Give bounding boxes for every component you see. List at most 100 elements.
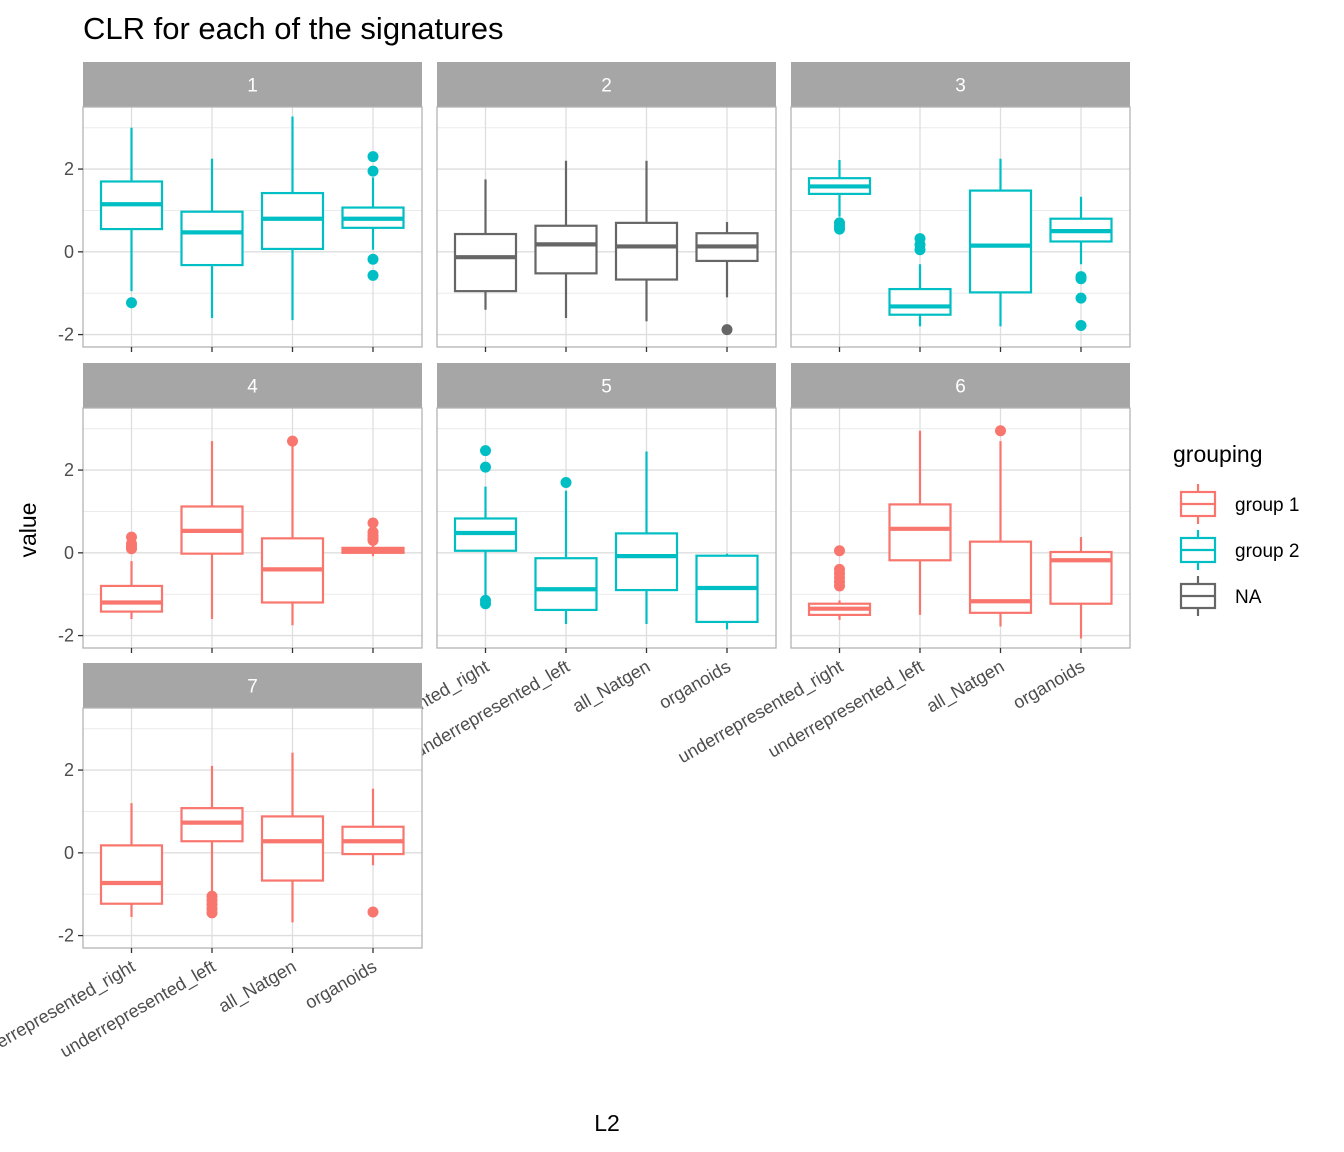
y-tick-label: -2 bbox=[58, 626, 74, 646]
box-all_Natgen bbox=[614, 160, 679, 322]
facet-panels: 1-202234-2025underrepresented_rightunder… bbox=[0, 62, 1131, 1068]
x-axis-title: L2 bbox=[594, 1110, 620, 1136]
outlier-point bbox=[1075, 292, 1087, 304]
x-tick-label: organoids bbox=[656, 656, 734, 713]
plot-background bbox=[437, 107, 776, 347]
y-tick-label: 0 bbox=[64, 543, 74, 563]
box-all_Natgen bbox=[260, 752, 325, 923]
facet-strip bbox=[437, 62, 776, 107]
facet-strip-label: 6 bbox=[955, 377, 966, 398]
y-tick-label: 0 bbox=[64, 242, 74, 262]
y-tick-label: -2 bbox=[58, 926, 74, 946]
facet-strip bbox=[83, 663, 422, 708]
panel-border bbox=[790, 407, 1131, 649]
facet-strip bbox=[437, 363, 776, 408]
facet-panel-2: 2 bbox=[436, 62, 777, 352]
outlier-point bbox=[560, 476, 572, 488]
box-iqr bbox=[180, 210, 244, 267]
box-underrepresented_left bbox=[180, 441, 244, 620]
facet-panel-4: 4 -2 0 2 bbox=[58, 363, 423, 653]
box-underrepresented_left bbox=[180, 158, 244, 319]
outlier-point bbox=[480, 461, 491, 473]
panel-border bbox=[82, 106, 423, 348]
box-underrepresented_right bbox=[99, 531, 164, 620]
facet-strip-label: 4 bbox=[247, 377, 258, 398]
box-underrepresented_right bbox=[807, 159, 872, 235]
outlier-point bbox=[126, 297, 137, 309]
y-tick-label: 0 bbox=[64, 843, 74, 863]
facet-strip-label: 5 bbox=[601, 377, 612, 398]
box-iqr bbox=[99, 844, 164, 905]
box-underrepresented_left bbox=[888, 430, 952, 615]
box-iqr bbox=[888, 287, 952, 316]
outlier-point bbox=[995, 425, 1006, 437]
x-tick-label: organoids bbox=[1010, 656, 1088, 713]
outlier-point bbox=[367, 906, 379, 918]
outlier-point bbox=[1075, 319, 1087, 331]
outlier-point bbox=[367, 517, 379, 529]
facet-panel-3: 3 bbox=[790, 62, 1131, 352]
x-tick-label: all_Natgen bbox=[215, 956, 300, 1017]
box-iqr bbox=[99, 584, 164, 613]
box-underrepresented_right bbox=[99, 127, 164, 309]
box-iqr bbox=[888, 503, 952, 562]
x-tick-label: all_Natgen bbox=[569, 656, 654, 717]
outlier-point bbox=[834, 580, 845, 592]
box-organoids bbox=[341, 788, 405, 918]
outlier-point bbox=[367, 269, 379, 281]
y-tick-label: 2 bbox=[64, 460, 74, 480]
box-underrepresented_left bbox=[534, 476, 598, 624]
facet-panel-7: 7-202underrepresented_rightunderrepresen… bbox=[0, 663, 423, 1068]
box-all_Natgen bbox=[968, 425, 1033, 627]
box-underrepresented_left bbox=[180, 765, 244, 919]
outlier-point bbox=[367, 253, 379, 265]
outlier-point bbox=[367, 151, 379, 163]
box-all_Natgen bbox=[614, 451, 679, 624]
box-iqr bbox=[968, 189, 1033, 294]
legend-title: grouping bbox=[1173, 441, 1263, 467]
box-iqr bbox=[614, 532, 679, 592]
box-iqr bbox=[534, 224, 598, 275]
box-all_Natgen bbox=[968, 158, 1033, 327]
facet-strip bbox=[83, 62, 422, 107]
facet-strip-label: 1 bbox=[247, 76, 258, 97]
box-underrepresented_right bbox=[453, 445, 518, 610]
outlier-point bbox=[206, 907, 218, 919]
box-organoids bbox=[695, 222, 759, 336]
box-underrepresented_right bbox=[453, 179, 518, 310]
box-all_Natgen bbox=[260, 116, 325, 321]
x-tick-label: underrepresented_left bbox=[410, 656, 573, 762]
outlier-point bbox=[480, 598, 491, 610]
facet-strip bbox=[791, 363, 1130, 408]
outlier-point bbox=[367, 165, 379, 177]
x-tick-label: underrepresented_left bbox=[56, 956, 219, 1062]
box-iqr bbox=[260, 815, 325, 882]
x-tick-label: organoids bbox=[302, 956, 380, 1013]
outlier-point bbox=[480, 445, 491, 457]
panel-border bbox=[82, 707, 423, 949]
panel-border bbox=[82, 407, 423, 649]
legend: grouping group 1 group 2 NA bbox=[1173, 441, 1299, 616]
box-underrepresented_right bbox=[99, 803, 164, 917]
outlier-point bbox=[1075, 273, 1087, 285]
legend-label: group 2 bbox=[1235, 541, 1299, 562]
box-organoids bbox=[695, 553, 759, 630]
outlier-point bbox=[367, 534, 379, 546]
facet-strip bbox=[83, 363, 422, 408]
panel-border bbox=[436, 106, 777, 348]
box-underrepresented_left bbox=[534, 160, 598, 319]
box-organoids bbox=[341, 517, 405, 557]
box-iqr bbox=[534, 557, 598, 612]
y-tick-label: 2 bbox=[64, 159, 74, 179]
legend-entry-2: group 2 bbox=[1179, 530, 1299, 570]
outlier-point bbox=[126, 543, 137, 555]
panel-border bbox=[436, 407, 777, 649]
box-organoids bbox=[1049, 537, 1113, 639]
legend-entry-3: NA bbox=[1179, 576, 1262, 616]
y-axis-title: value bbox=[15, 503, 41, 558]
box-iqr bbox=[453, 232, 518, 293]
legend-label: group 1 bbox=[1235, 495, 1299, 516]
legend-entry-1: group 1 bbox=[1179, 484, 1299, 524]
facet-strip-label: 7 bbox=[247, 677, 258, 698]
